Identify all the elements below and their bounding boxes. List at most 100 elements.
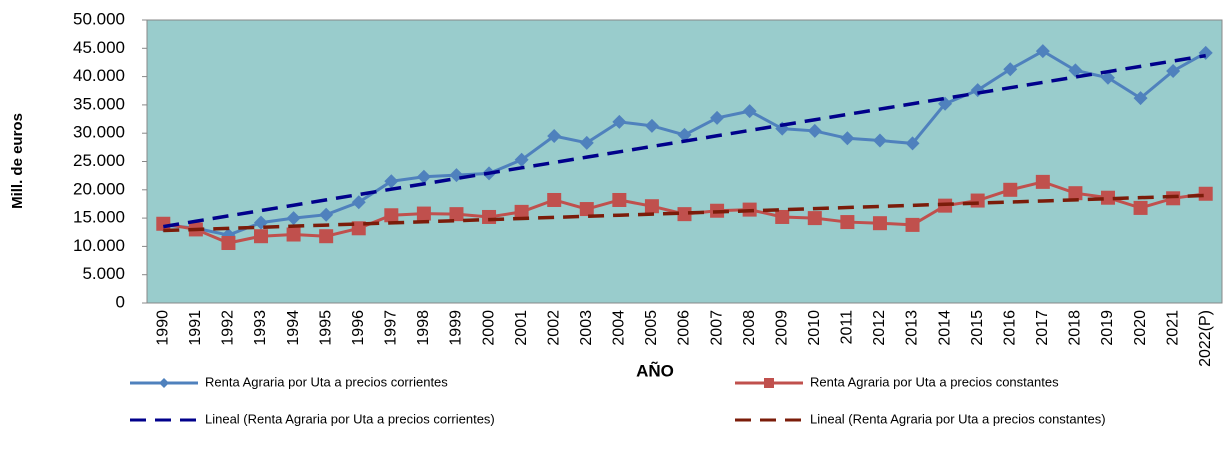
y-tick-label: 50.000 bbox=[73, 9, 125, 28]
point bbox=[416, 206, 431, 221]
point bbox=[384, 174, 399, 189]
x-tick-label: 2005 bbox=[643, 310, 660, 346]
x-tick-label: 2022(P) bbox=[1197, 310, 1214, 367]
y-tick-label: 10.000 bbox=[73, 236, 125, 255]
x-tick-label: 2017 bbox=[1034, 310, 1051, 346]
point bbox=[677, 127, 692, 142]
x-tick-label: 2021 bbox=[1164, 310, 1181, 346]
x-tick-label: 1995 bbox=[317, 310, 334, 346]
point bbox=[1003, 62, 1018, 77]
legend-label: Lineal (Renta Agraria por Uta a precios … bbox=[810, 411, 1106, 426]
x-tick-label: 2015 bbox=[969, 310, 986, 346]
point bbox=[384, 208, 399, 223]
point bbox=[1133, 200, 1148, 215]
x-tick-label: 2020 bbox=[1132, 310, 1149, 346]
x-tick-label: 1998 bbox=[415, 310, 432, 346]
point bbox=[644, 199, 659, 214]
point bbox=[449, 207, 464, 222]
y-axis-title: Mill. de euros bbox=[9, 113, 26, 209]
x-tick-label: 2001 bbox=[513, 310, 530, 346]
point bbox=[351, 221, 366, 236]
point bbox=[612, 114, 627, 129]
x-tick-label: 2002 bbox=[545, 310, 562, 346]
x-tick-label: 2013 bbox=[904, 310, 921, 346]
point bbox=[579, 135, 594, 150]
x-tick-label: 1990 bbox=[155, 310, 172, 346]
x-tick-label: 2018 bbox=[1067, 310, 1084, 346]
point bbox=[612, 192, 627, 207]
y-tick-label: 0 bbox=[116, 292, 125, 311]
x-tick-label: 2011 bbox=[839, 310, 856, 345]
point bbox=[807, 123, 822, 138]
point bbox=[677, 207, 692, 222]
y-tick-label: 30.000 bbox=[73, 123, 125, 142]
x-tick-label: 1991 bbox=[187, 310, 204, 346]
point bbox=[1198, 186, 1213, 201]
point bbox=[579, 202, 594, 217]
y-tick-label: 45.000 bbox=[73, 38, 125, 57]
point bbox=[1068, 63, 1083, 78]
point bbox=[319, 229, 334, 244]
point bbox=[221, 236, 236, 251]
y-tick-label: 20.000 bbox=[73, 179, 125, 198]
trend-line bbox=[163, 53, 1206, 229]
point bbox=[742, 104, 757, 119]
x-tick-label: 2006 bbox=[676, 310, 693, 346]
point bbox=[482, 209, 497, 224]
point bbox=[807, 211, 822, 226]
point bbox=[905, 217, 920, 232]
point bbox=[514, 152, 529, 167]
point bbox=[1003, 182, 1018, 197]
x-tick-label: 2012 bbox=[871, 310, 888, 346]
point bbox=[286, 211, 301, 226]
x-tick-label: 2003 bbox=[578, 310, 595, 346]
point bbox=[710, 110, 725, 125]
y-tick-label: 40.000 bbox=[73, 66, 125, 85]
legend-label: Lineal (Renta Agraria por Uta a precios … bbox=[205, 411, 495, 426]
x-tick-label: 1992 bbox=[220, 310, 237, 346]
x-tick-label: 1994 bbox=[285, 310, 302, 346]
x-tick-label: 2007 bbox=[708, 310, 725, 346]
point bbox=[872, 133, 887, 148]
point bbox=[254, 229, 269, 244]
point bbox=[840, 131, 855, 146]
point bbox=[547, 129, 562, 144]
point bbox=[840, 215, 855, 230]
x-tick-label: 2016 bbox=[1001, 310, 1018, 346]
x-tick-label: 1996 bbox=[350, 310, 367, 346]
plot-area bbox=[146, 19, 1223, 304]
point bbox=[319, 207, 334, 222]
point bbox=[775, 209, 790, 224]
x-axis-title: AÑO bbox=[636, 360, 674, 380]
legend-label: Renta Agraria por Uta a precios corrient… bbox=[205, 374, 448, 389]
point bbox=[416, 169, 431, 184]
point bbox=[1035, 174, 1050, 189]
x-tick-label: 2019 bbox=[1099, 310, 1116, 346]
legend-marker bbox=[764, 378, 774, 388]
point bbox=[286, 227, 301, 242]
point bbox=[1100, 70, 1115, 85]
x-tick-label: 1993 bbox=[252, 310, 269, 346]
point bbox=[872, 216, 887, 231]
point bbox=[970, 193, 985, 208]
y-tick-label: 5.000 bbox=[82, 264, 125, 283]
x-tick-label: 2009 bbox=[773, 310, 790, 346]
point bbox=[644, 118, 659, 133]
y-tick-label: 15.000 bbox=[73, 208, 125, 227]
point bbox=[514, 204, 529, 219]
legend-marker bbox=[159, 378, 169, 388]
x-tick-label: 2014 bbox=[936, 310, 953, 346]
x-tick-label: 2008 bbox=[741, 310, 758, 346]
point bbox=[1100, 190, 1115, 205]
point bbox=[1166, 63, 1181, 78]
point bbox=[1133, 91, 1148, 106]
x-tick-label: 1997 bbox=[383, 310, 400, 346]
point bbox=[351, 195, 366, 210]
x-tick-label: 2000 bbox=[480, 310, 497, 346]
legend-label: Renta Agraria por Uta a precios constant… bbox=[810, 374, 1059, 389]
x-tick-label: 1999 bbox=[448, 310, 465, 346]
point bbox=[1035, 44, 1050, 59]
y-tick-label: 35.000 bbox=[73, 94, 125, 113]
x-tick-label: 2010 bbox=[806, 310, 823, 346]
point bbox=[1068, 186, 1083, 201]
